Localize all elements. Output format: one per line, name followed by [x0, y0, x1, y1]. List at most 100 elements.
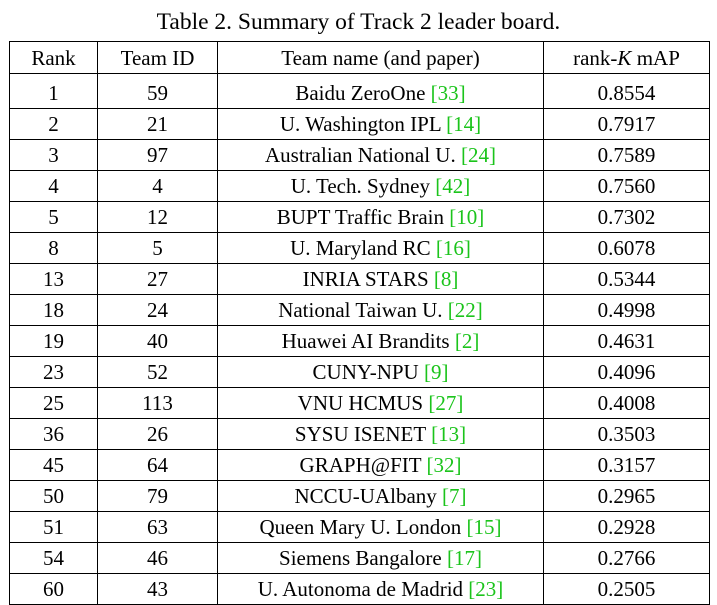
citation-link[interactable]: 42 [442, 174, 464, 198]
citation-close-bracket[interactable]: ] [463, 174, 471, 198]
citation-open-bracket[interactable]: [ [433, 267, 441, 291]
citation-open-bracket[interactable]: [ [449, 205, 457, 229]
team-name: SYSU ISENET [294, 422, 432, 446]
team-name-cell: Siemens Bangalore [17] [217, 542, 544, 574]
citation-close-bracket[interactable]: ] [458, 81, 466, 105]
team-name-cell: Baidu ZeroOne [33] [217, 73, 544, 109]
citation-open-bracket[interactable]: [ [423, 360, 431, 384]
header-rank: Rank [9, 41, 98, 74]
citation-close-bracket[interactable]: ] [451, 267, 459, 291]
citation-open-bracket[interactable]: [ [428, 391, 436, 415]
citation-close-bracket[interactable]: ] [496, 577, 504, 601]
citation-close-bracket[interactable]: ] [441, 360, 449, 384]
citation-link[interactable]: 8 [440, 267, 452, 291]
citation-open-bracket[interactable]: [ [460, 143, 468, 167]
citation-link[interactable]: 27 [435, 391, 457, 415]
team-name: U. Washington IPL [279, 112, 447, 136]
citation-close-bracket[interactable]: ] [475, 298, 483, 322]
team-name-cell: INRIA STARS [8] [217, 263, 544, 295]
citation-link[interactable]: 32 [433, 453, 455, 477]
citation-open-bracket[interactable]: [ [430, 81, 438, 105]
citation-open-bracket[interactable]: [ [466, 515, 474, 539]
citation-close-bracket[interactable]: ] [459, 484, 467, 508]
map-cell: 0.8554 [543, 73, 710, 109]
citation-close-bracket[interactable]: ] [454, 453, 462, 477]
citation-open-bracket[interactable]: [ [435, 236, 443, 260]
citation-open-bracket[interactable]: [ [426, 453, 434, 477]
map-cell: 0.4008 [543, 387, 710, 419]
team-id-cell: 64 [97, 449, 218, 481]
citation-link[interactable]: 22 [454, 298, 476, 322]
team-name-cell: Queen Mary U. London [15] [217, 511, 544, 543]
citation-link[interactable]: 7 [449, 484, 460, 508]
team-name-cell: U. Maryland RC [16] [217, 232, 544, 264]
citation-open-bracket[interactable]: [ [446, 546, 454, 570]
table-row: 4 4 U. Tech. Sydney [42] 0.7560 [9, 170, 710, 202]
table-caption: Table 2. Summary of Track 2 leader board… [156, 9, 561, 35]
table-row: 1 59 Baidu ZeroOne [33] 0.8554 [9, 73, 710, 109]
team-id-cell: 63 [97, 511, 218, 543]
citation-open-bracket[interactable]: [ [431, 422, 439, 446]
citation-close-bracket[interactable]: ] [472, 329, 480, 353]
citation-link[interactable]: 10 [456, 205, 478, 229]
citation-close-bracket[interactable]: ] [477, 205, 485, 229]
citation-close-bracket[interactable]: ] [474, 546, 482, 570]
citation-link[interactable]: 24 [467, 143, 489, 167]
table-header: Rank Team ID Team name (and paper) rank-… [9, 41, 710, 74]
team-name: Huawei AI Brandits [281, 329, 455, 353]
citation-close-bracket[interactable]: ] [494, 515, 502, 539]
citation-close-bracket[interactable]: ] [463, 236, 471, 260]
citation-link[interactable]: 15 [473, 515, 495, 539]
citation-open-bracket[interactable]: [ [446, 112, 454, 136]
team-id-cell: 52 [97, 356, 218, 388]
table-row: 23 52 CUNY-NPU [9] 0.4096 [9, 356, 710, 388]
map-cell: 0.2965 [543, 480, 710, 512]
rank-cell: 51 [9, 511, 98, 543]
citation-open-bracket[interactable]: [ [454, 329, 462, 353]
citation-link[interactable]: 13 [438, 422, 460, 446]
team-name: BUPT Traffic Brain [276, 205, 450, 229]
team-id-cell: 79 [97, 480, 218, 512]
header-map-prefix: rank- [573, 45, 618, 70]
map-cell: 0.7560 [543, 170, 710, 202]
table-row: 2 21 U. Washington IPL [14] 0.7917 [9, 108, 710, 140]
citation-close-bracket[interactable]: ] [474, 112, 482, 136]
citation-open-bracket[interactable]: [ [447, 298, 455, 322]
map-cell: 0.4998 [543, 294, 710, 326]
citation-link[interactable]: 9 [430, 360, 442, 384]
citation-link[interactable]: 2 [461, 329, 473, 353]
team-name: Australian National U. [265, 143, 461, 167]
team-name-cell: U. Autonoma de Madrid [23] [217, 573, 544, 605]
team-name-cell: CUNY-NPU [9] [217, 356, 544, 388]
team-id-cell: 43 [97, 573, 218, 605]
rank-cell: 3 [9, 139, 98, 171]
map-cell: 0.7589 [543, 139, 710, 171]
citation-link[interactable]: 33 [437, 81, 459, 105]
team-name-cell: VNU HCMUS [27] [217, 387, 544, 419]
team-id-cell: 24 [97, 294, 218, 326]
team-id-cell: 59 [97, 73, 218, 109]
table-row: 51 63 Queen Mary U. London [15] 0.2928 [9, 511, 710, 543]
citation-open-bracket[interactable]: [ [468, 577, 476, 601]
team-name-cell: BUPT Traffic Brain [10] [217, 201, 544, 233]
table-row: 45 64 GRAPH@FIT [32] 0.3157 [9, 449, 710, 481]
map-cell: 0.4096 [543, 356, 710, 388]
citation-open-bracket[interactable]: [ [435, 174, 443, 198]
map-cell: 0.3503 [543, 418, 710, 450]
citation-open-bracket[interactable]: [ [442, 484, 450, 508]
team-id-cell: 12 [97, 201, 218, 233]
citation-link[interactable]: 16 [442, 236, 464, 260]
map-cell: 0.6078 [543, 232, 710, 264]
header-map: rank-K mAP [543, 41, 710, 74]
table-row: 54 46 Siemens Bangalore [17] 0.2766 [9, 542, 710, 574]
citation-close-bracket[interactable]: ] [488, 143, 496, 167]
citation-link[interactable]: 14 [453, 112, 475, 136]
team-name: National Taiwan U. [278, 298, 448, 322]
header-row: Rank Team ID Team name (and paper) rank-… [9, 41, 710, 74]
citation-link[interactable]: 17 [453, 546, 475, 570]
rank-cell: 13 [9, 263, 98, 295]
citation-close-bracket[interactable]: ] [456, 391, 464, 415]
citation-link[interactable]: 23 [475, 577, 497, 601]
team-id-cell: 21 [97, 108, 218, 140]
citation-close-bracket[interactable]: ] [459, 422, 467, 446]
